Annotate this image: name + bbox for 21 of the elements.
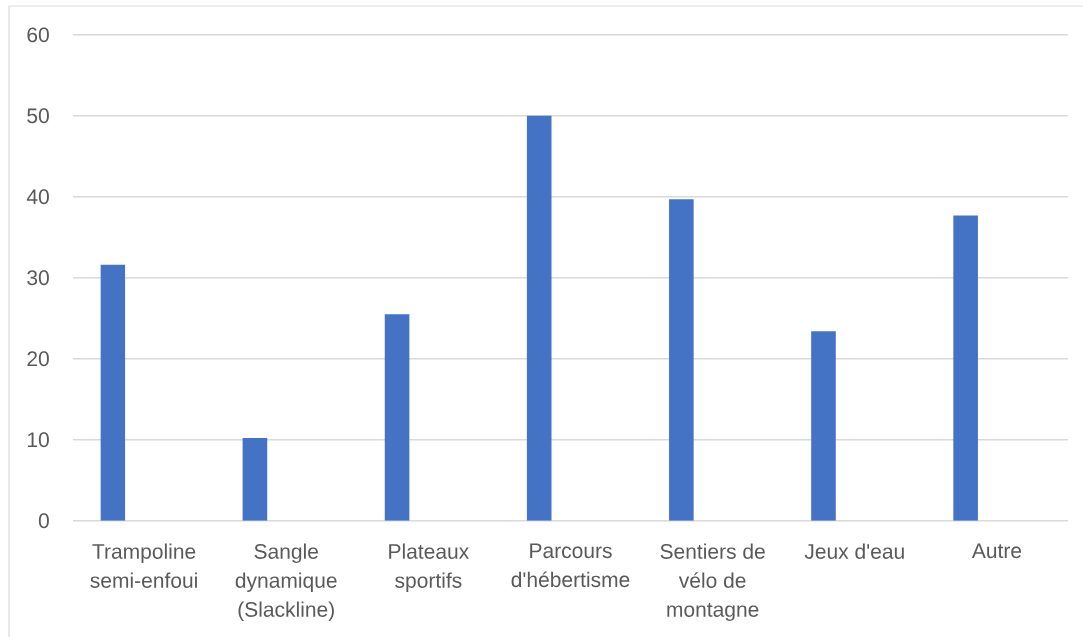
bar [384,314,410,521]
x-tick-label: Jeux d'eau [804,543,904,559]
y-tick-label: 20 [27,351,49,367]
bar [526,115,552,521]
x-tick-label: Sentiers de vélo de montagne [660,543,765,622]
x-tick-label: Plateaux sportifs [389,543,469,593]
x-tick-label: Sangle dynamique (Slackline) [235,543,337,622]
y-tick-label: 0 [38,513,49,529]
bar [242,438,268,521]
y-tick-label: 30 [27,270,49,286]
y-tick-label: 50 [27,108,49,124]
x-tick-label: Parcours d'hébertisme [511,543,630,588]
bar [100,264,126,521]
y-tick-label: 10 [27,432,49,448]
y-tick-label: 40 [26,189,49,205]
y-tick-label: 60 [27,27,49,43]
bar [811,331,836,521]
bar [669,199,694,521]
bar [953,215,978,521]
x-tick-label: Trampoline semi-enfoui [90,543,197,588]
x-tick-label: Autre [971,543,1022,559]
